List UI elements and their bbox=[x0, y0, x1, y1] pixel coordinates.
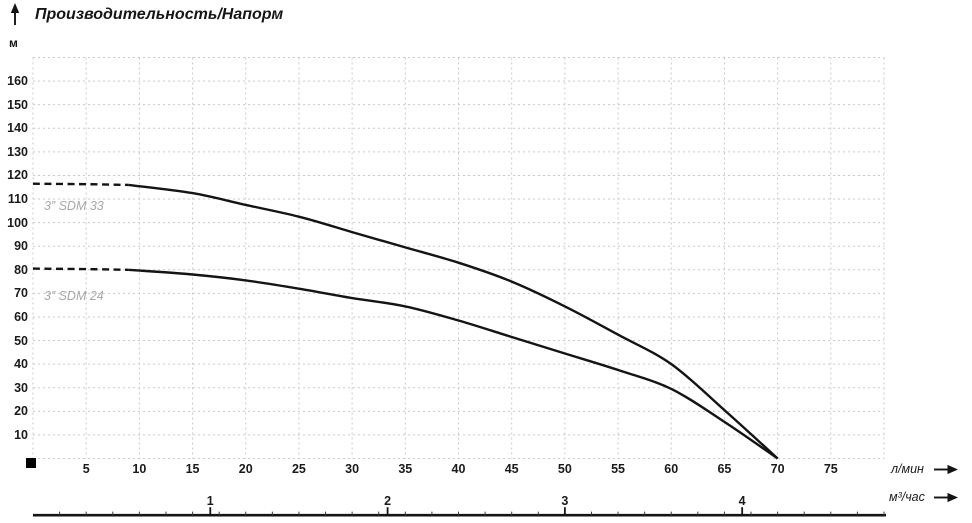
y-tick-150: 150 bbox=[7, 97, 28, 112]
grid-lines bbox=[32, 57, 885, 459]
y-tick-130: 130 bbox=[7, 144, 28, 159]
pump-curve-sdm24 bbox=[32, 267, 779, 460]
x-tick-55: 55 bbox=[611, 462, 626, 476]
y-axis-up-arrowhead-icon bbox=[10, 3, 20, 13]
y-tick-160: 160 bbox=[7, 74, 28, 89]
x-axis-secondary-unit-label: м³/час bbox=[889, 490, 925, 504]
pump-curve-sdm24-solid-segment bbox=[128, 268, 779, 460]
pump-curve-sdm33 bbox=[32, 182, 779, 460]
x2-tick-2: 2 bbox=[384, 494, 392, 508]
x-tick-15: 15 bbox=[185, 462, 200, 476]
pump-curve-sdm24-dashed-segment bbox=[32, 267, 129, 271]
x2-tick-3: 3 bbox=[561, 494, 569, 508]
x-tick-10: 10 bbox=[132, 462, 147, 476]
pump-curve-sdm33-solid-segment bbox=[128, 183, 779, 460]
axis-arrows bbox=[10, 3, 958, 503]
x-tick-25: 25 bbox=[291, 462, 306, 476]
x2-tick-4: 4 bbox=[738, 494, 746, 508]
x-tick-65: 65 bbox=[717, 462, 732, 476]
x-tick-5: 5 bbox=[82, 462, 90, 476]
y-tick-10: 10 bbox=[14, 427, 28, 442]
y-tick-60: 60 bbox=[14, 309, 28, 324]
origin-marker-square bbox=[26, 458, 36, 468]
x-tick-35: 35 bbox=[398, 462, 413, 476]
y-axis-unit-label: м bbox=[9, 36, 18, 50]
x-tick-45: 45 bbox=[504, 462, 519, 476]
curve-label-sdm33: 3” SDM 33 bbox=[44, 199, 104, 213]
y-tick-90: 90 bbox=[14, 239, 28, 254]
x-tick-40: 40 bbox=[451, 462, 466, 476]
x-tick-30: 30 bbox=[345, 462, 360, 476]
x-tick-50: 50 bbox=[557, 462, 572, 476]
chart-title: Производительность/Напорм bbox=[35, 6, 284, 23]
y-tick-50: 50 bbox=[14, 333, 28, 348]
y-tick-20: 20 bbox=[14, 404, 28, 419]
pump-curve-sdm33-dashed-segment bbox=[32, 182, 129, 187]
x-axis-primary-unit-label: л/мин bbox=[891, 462, 924, 476]
x-tick-60: 60 bbox=[664, 462, 679, 476]
x-tick-20: 20 bbox=[238, 462, 253, 476]
y-tick-120: 120 bbox=[7, 168, 28, 183]
y-tick-110: 110 bbox=[7, 192, 28, 207]
x-tick-70: 70 bbox=[770, 462, 785, 476]
y-tick-30: 30 bbox=[14, 380, 28, 395]
y-tick-70: 70 bbox=[14, 286, 28, 301]
x-tick-75: 75 bbox=[823, 462, 838, 476]
curve-label-sdm24: 3” SDM 24 bbox=[44, 289, 104, 303]
y-tick-100: 100 bbox=[7, 215, 28, 230]
y-tick-40: 40 bbox=[14, 357, 28, 372]
x2-tick-1: 1 bbox=[206, 494, 214, 508]
x2-axis-right-arrowhead-icon bbox=[947, 492, 958, 503]
x1-axis-right-arrowhead-icon bbox=[947, 464, 958, 475]
y-tick-140: 140 bbox=[7, 121, 28, 136]
secondary-axis-ruler bbox=[33, 507, 886, 517]
y-tick-80: 80 bbox=[14, 262, 28, 277]
